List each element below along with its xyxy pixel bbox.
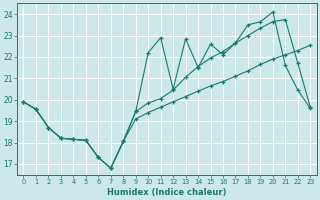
- X-axis label: Humidex (Indice chaleur): Humidex (Indice chaleur): [107, 188, 227, 197]
